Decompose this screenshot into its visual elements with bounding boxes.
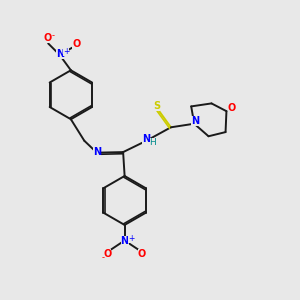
Text: N: N (121, 236, 129, 246)
Text: -: - (52, 31, 55, 40)
Text: H: H (150, 138, 156, 147)
Text: O: O (103, 249, 111, 259)
Text: N: N (142, 134, 150, 144)
Text: O: O (228, 103, 236, 113)
Text: N: N (56, 49, 64, 59)
Text: S: S (153, 100, 161, 110)
Text: N: N (93, 147, 101, 157)
Text: +: + (128, 234, 134, 243)
Text: O: O (43, 33, 51, 43)
Text: N: N (191, 116, 199, 126)
Text: -: - (101, 253, 104, 262)
Text: O: O (138, 249, 146, 259)
Text: +: + (63, 47, 69, 56)
Text: O: O (72, 39, 81, 49)
